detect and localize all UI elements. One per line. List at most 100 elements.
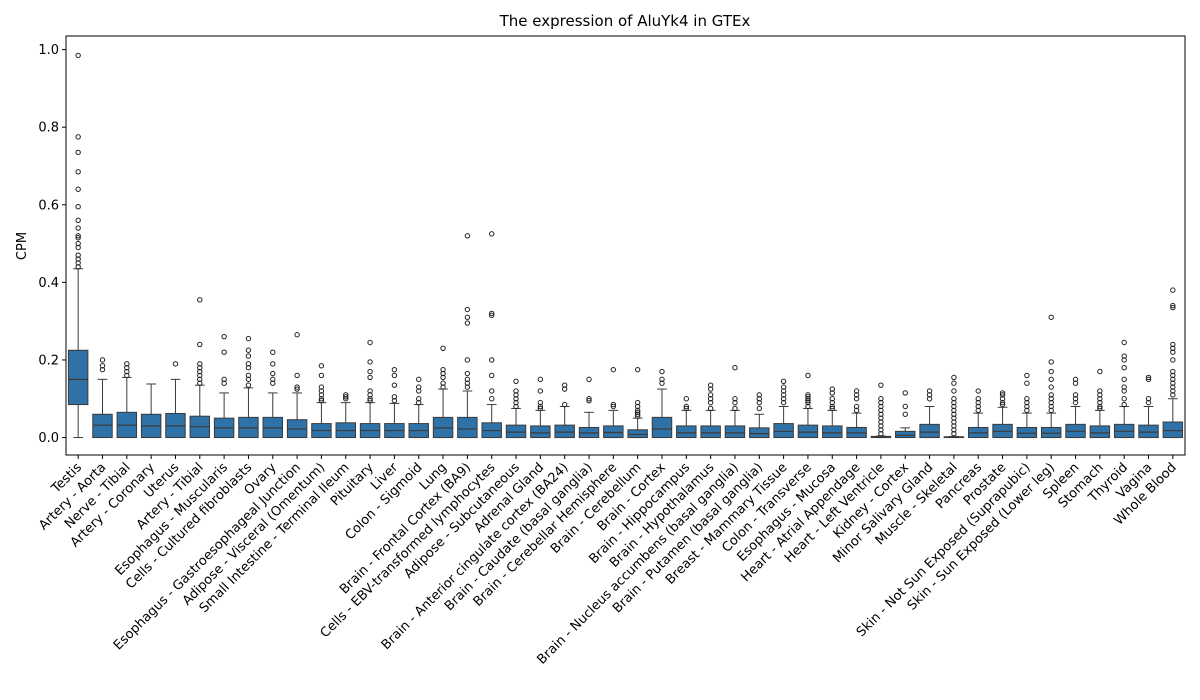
- outlier-point: [878, 430, 884, 437]
- outlier-point: [416, 384, 422, 390]
- outlier-point: [1048, 396, 1054, 402]
- outlier-point: [1024, 399, 1030, 406]
- outlier-point: [75, 244, 81, 251]
- outlier-point: [1097, 399, 1103, 406]
- outlier-point: [391, 366, 398, 373]
- outlier-point: [1048, 384, 1054, 390]
- outlier-point: [1145, 374, 1152, 381]
- outlier-point: [1145, 376, 1152, 383]
- outlier-point: [1097, 403, 1103, 410]
- outlier-point: [318, 396, 325, 402]
- outlier-point: [951, 396, 957, 402]
- axes-frame: [65, 35, 1186, 456]
- outlier-point: [294, 372, 300, 379]
- outlier-point: [1121, 384, 1127, 390]
- outlier-point: [659, 380, 665, 386]
- outlier-point: [756, 396, 762, 402]
- outlier-point: [294, 386, 300, 392]
- outlier-point: [1121, 401, 1127, 408]
- outlier-point: [343, 394, 349, 400]
- outlier-point: [951, 374, 957, 381]
- outlier-point: [464, 380, 471, 386]
- box-group: [1016, 372, 1038, 439]
- outlier-point: [1170, 376, 1176, 383]
- y-tick-label: 0.0: [38, 431, 59, 446]
- outlier-point: [464, 306, 471, 313]
- outlier-point: [391, 397, 398, 404]
- outlier-point: [926, 396, 933, 402]
- box-group: [1113, 339, 1135, 439]
- outlier-point: [99, 357, 106, 363]
- outlier-point: [1170, 380, 1176, 386]
- outlier-point: [634, 366, 641, 373]
- box-group: [92, 357, 113, 439]
- outlier-point: [926, 388, 933, 394]
- outlier-point: [999, 390, 1006, 396]
- outlier-point: [1170, 388, 1176, 394]
- outlier-point: [1170, 287, 1176, 293]
- box-group: [700, 382, 721, 439]
- outlier-point: [805, 403, 811, 410]
- outlier-point: [1170, 368, 1176, 375]
- outlier-point: [975, 399, 981, 406]
- outlier-point: [367, 392, 373, 398]
- outlier-point: [440, 345, 446, 352]
- box-group: [603, 366, 624, 439]
- outlier-point: [270, 370, 276, 377]
- outlier-point: [561, 382, 568, 388]
- outlier-point: [878, 419, 884, 425]
- box-group: [408, 376, 429, 439]
- box: [822, 425, 843, 439]
- outlier-point: [780, 378, 787, 384]
- outlier-point: [999, 396, 1006, 402]
- outlier-point: [75, 204, 81, 210]
- outlier-point: [245, 347, 252, 353]
- outlier-point: [951, 411, 957, 417]
- box: [603, 425, 624, 439]
- outlier-point: [1097, 405, 1103, 412]
- outlier-point: [367, 397, 373, 404]
- outlier-point: [951, 423, 957, 429]
- outlier-point: [1170, 384, 1176, 390]
- outlier-point: [294, 384, 300, 390]
- outlier-point: [440, 370, 446, 377]
- outlier-point: [853, 388, 860, 394]
- outlier-point: [951, 407, 957, 414]
- outlier-point: [586, 376, 592, 383]
- outlier-point: [464, 370, 471, 377]
- box: [530, 425, 551, 439]
- outlier-point: [489, 396, 495, 402]
- outlier-point: [780, 396, 787, 402]
- outlier-point: [245, 361, 252, 367]
- outlier-point: [416, 376, 422, 383]
- outlier-point: [124, 368, 130, 375]
- outlier-point: [537, 388, 544, 394]
- outlier-point: [805, 397, 811, 404]
- outlier-point: [1048, 359, 1054, 365]
- outlier-point: [221, 349, 227, 355]
- outlier-point: [367, 374, 373, 381]
- outlier-point: [440, 366, 446, 373]
- box: [895, 430, 916, 439]
- y-axis-label: CPM: [15, 232, 30, 260]
- outlier-point: [634, 403, 641, 410]
- outlier-point: [270, 376, 276, 383]
- outlier-point: [1024, 396, 1030, 402]
- outlier-point: [951, 399, 957, 406]
- box-group: [1040, 314, 1062, 439]
- outlier-point: [756, 399, 762, 406]
- outlier-point: [99, 363, 106, 369]
- box-group: [481, 231, 502, 439]
- outlier-point: [1048, 399, 1054, 406]
- outlier-point: [683, 396, 690, 402]
- outlier-point: [318, 363, 325, 369]
- outlier-point: [780, 388, 787, 394]
- outlier-point: [707, 396, 714, 402]
- outlier-point: [537, 403, 544, 410]
- box: [1162, 421, 1184, 439]
- outlier-point: [610, 401, 617, 408]
- box-group: [189, 297, 211, 439]
- box-group: [384, 366, 405, 439]
- outlier-point: [1145, 396, 1152, 402]
- outlier-point: [1121, 396, 1127, 402]
